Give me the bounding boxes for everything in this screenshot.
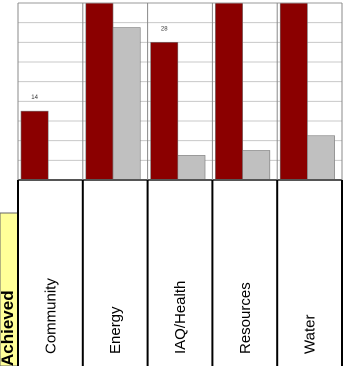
category-labels: Community Energy IAQ/Health Resources Water xyxy=(42,278,318,354)
bar-primary xyxy=(150,42,179,181)
bar-primary xyxy=(279,2,308,181)
bar-secondary xyxy=(307,135,335,181)
data-label: 14 xyxy=(31,95,38,101)
category-label: Water xyxy=(302,315,319,354)
category-label: IAQ/Health xyxy=(172,281,189,354)
bars xyxy=(20,2,335,181)
bar-primary xyxy=(215,2,243,181)
data-label: 28 xyxy=(161,26,168,32)
category-label: Community xyxy=(42,278,59,354)
bar-primary xyxy=(20,110,49,181)
category-label: Resources xyxy=(237,282,254,354)
bar-secondary xyxy=(112,27,141,181)
data-labels: 14 28 xyxy=(31,26,168,101)
chart-frame xyxy=(17,2,343,366)
bar-primary xyxy=(85,2,114,181)
side-label-text: Achieved xyxy=(0,290,17,366)
bar-secondary xyxy=(177,155,206,181)
category-label: Energy xyxy=(107,306,124,354)
bar-secondary xyxy=(242,150,271,181)
